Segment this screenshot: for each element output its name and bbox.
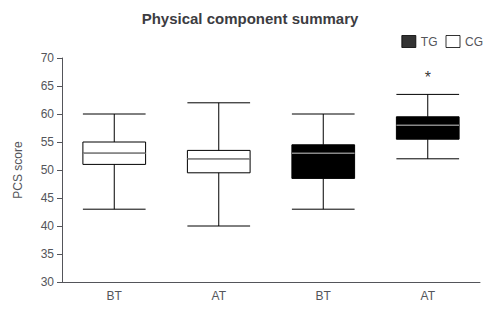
svg-text:45: 45 [41,191,55,205]
svg-text:AT: AT [212,289,227,303]
svg-text:50: 50 [41,163,55,177]
svg-text:*: * [425,69,431,86]
svg-text:55: 55 [41,135,55,149]
svg-text:BT: BT [107,289,123,303]
svg-text:CG: CG [465,35,483,49]
svg-text:70: 70 [41,51,55,65]
svg-text:TG: TG [421,35,438,49]
svg-text:AT: AT [421,289,436,303]
svg-text:PCS score: PCS score [11,141,25,199]
svg-text:35: 35 [41,247,55,261]
svg-text:Physical component summary: Physical component summary [142,10,359,27]
svg-text:30: 30 [41,275,55,289]
svg-text:65: 65 [41,79,55,93]
svg-text:60: 60 [41,107,55,121]
svg-text:40: 40 [41,219,55,233]
svg-text:BT: BT [316,289,332,303]
